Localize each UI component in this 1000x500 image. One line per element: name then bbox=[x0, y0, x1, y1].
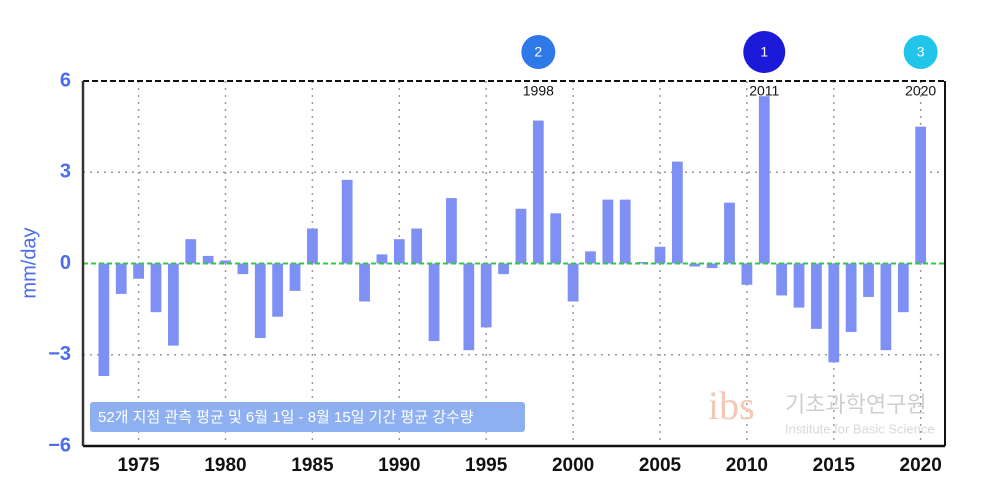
bar bbox=[446, 198, 457, 264]
bar bbox=[133, 263, 145, 279]
bar bbox=[811, 263, 822, 329]
bar bbox=[185, 239, 197, 264]
bar bbox=[567, 263, 579, 302]
bar bbox=[828, 263, 840, 363]
bar bbox=[845, 263, 857, 332]
bar bbox=[463, 263, 475, 351]
y-tick-label: −3 bbox=[48, 343, 71, 365]
bar bbox=[289, 263, 301, 291]
rank-label: 2 bbox=[534, 44, 542, 60]
bar bbox=[706, 263, 718, 269]
logo-mark: ibs bbox=[708, 383, 755, 428]
x-tick-label: 1975 bbox=[117, 455, 160, 476]
bar bbox=[793, 263, 805, 308]
bar bbox=[550, 213, 562, 264]
bar bbox=[167, 263, 179, 346]
rank-badge bbox=[743, 31, 786, 73]
x-tick-label: 2005 bbox=[639, 455, 682, 476]
bar bbox=[237, 263, 249, 275]
bar bbox=[515, 208, 527, 264]
bar bbox=[411, 228, 423, 264]
y-tick-label: 6 bbox=[60, 69, 71, 91]
bar bbox=[202, 255, 214, 264]
x-tick-label: 1980 bbox=[204, 455, 246, 476]
bar bbox=[498, 263, 509, 275]
bar bbox=[115, 263, 127, 294]
logo-subname: Institute for Basic Science bbox=[785, 421, 935, 436]
bar bbox=[428, 263, 440, 342]
x-tick-label: 2010 bbox=[726, 455, 768, 476]
logo-name: 기초과학연구원 bbox=[785, 392, 927, 417]
bar bbox=[689, 263, 701, 267]
bar bbox=[758, 96, 770, 264]
bar bbox=[915, 126, 927, 264]
bar bbox=[150, 263, 162, 313]
bar bbox=[254, 263, 266, 339]
bar bbox=[220, 260, 231, 264]
y-tick-label: −6 bbox=[48, 434, 71, 456]
bar bbox=[897, 263, 909, 313]
bar bbox=[863, 263, 874, 297]
bar bbox=[376, 254, 388, 264]
bar bbox=[359, 263, 370, 302]
bar bbox=[480, 263, 492, 328]
bar bbox=[602, 199, 614, 264]
rank-label: 3 bbox=[917, 44, 925, 60]
annotation-year: 2011 bbox=[749, 83, 779, 99]
rank-label: 1 bbox=[760, 44, 768, 60]
bar bbox=[654, 246, 666, 264]
bar bbox=[393, 239, 405, 264]
y-tick-label: 3 bbox=[60, 161, 71, 183]
bar bbox=[724, 202, 735, 264]
bar bbox=[619, 199, 631, 264]
legend-text: 52개 지점 관측 평균 및 6월 1일 - 8월 15일 기간 평균 강수량 bbox=[98, 409, 474, 426]
annotation-year: 2020 bbox=[905, 83, 936, 99]
x-tick-label: 1995 bbox=[465, 455, 508, 476]
x-tick-label: 1990 bbox=[378, 455, 420, 476]
bar bbox=[741, 263, 753, 285]
rank-badge bbox=[521, 35, 556, 69]
bar bbox=[776, 263, 788, 296]
x-tick-label: 2020 bbox=[900, 455, 942, 476]
bar bbox=[671, 161, 683, 264]
bar bbox=[637, 261, 648, 264]
x-tick-label: 2000 bbox=[552, 455, 594, 476]
bar bbox=[341, 179, 353, 264]
legend-box bbox=[90, 402, 525, 432]
annotation-year: 1998 bbox=[523, 83, 554, 99]
bar bbox=[532, 120, 544, 264]
x-tick-label: 1985 bbox=[291, 455, 334, 476]
y-tick-label: 0 bbox=[60, 252, 71, 274]
bar bbox=[272, 263, 284, 317]
bar bbox=[880, 263, 892, 351]
bar bbox=[307, 228, 318, 264]
bar bbox=[98, 263, 110, 377]
x-tick-label: 2015 bbox=[813, 455, 856, 476]
y-axis-label: mm/day bbox=[18, 227, 40, 298]
rank-badge bbox=[903, 35, 938, 69]
bar bbox=[585, 251, 596, 264]
